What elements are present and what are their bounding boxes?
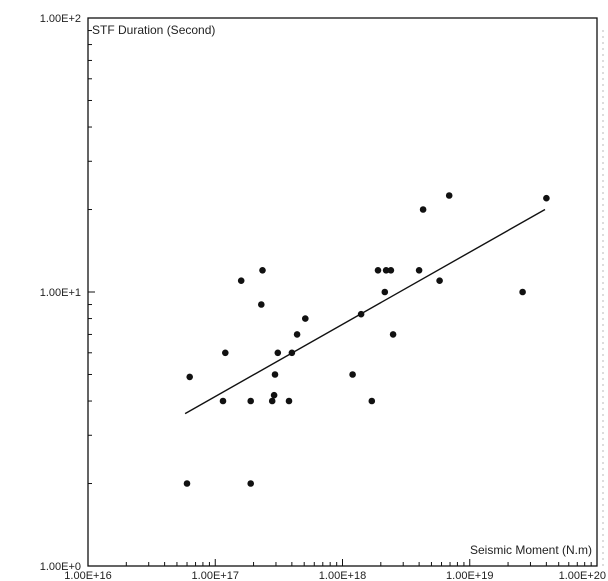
data-point <box>237 277 245 285</box>
y-tick-label: 1.00E+2 <box>40 13 81 25</box>
data-point <box>183 480 191 487</box>
data-point <box>219 397 227 405</box>
data-point <box>387 267 395 274</box>
data-point <box>445 192 453 199</box>
y-tick-label: 1.00E+1 <box>40 287 81 299</box>
x-axis-label: Seismic Moment (N.m) <box>470 543 592 557</box>
trend-line <box>184 208 546 415</box>
data-point <box>186 373 193 381</box>
data-point <box>247 397 254 405</box>
data-point <box>374 267 382 274</box>
data-point <box>389 331 397 338</box>
plot-frame <box>87 17 598 567</box>
x-tick-label: 1.00E+19 <box>446 570 493 581</box>
data-point <box>222 349 229 357</box>
data-point <box>302 315 309 322</box>
x-tick-label: 1.00E+18 <box>319 570 366 581</box>
data-point <box>293 331 301 338</box>
data-point <box>274 349 282 357</box>
data-point <box>419 206 427 213</box>
x-tick-label: 1.00E+17 <box>192 570 239 581</box>
data-point <box>247 480 254 487</box>
data-points <box>183 192 550 487</box>
y-tick-labels: 1.00E+0 1.00E+1 1.00E+2 <box>40 13 81 573</box>
y-axis-label: STF Duration (Second) <box>92 23 215 37</box>
x-tick-label: 1.00E+20 <box>559 570 606 581</box>
y-tick-label: 1.00E+0 <box>40 561 81 573</box>
data-point <box>436 277 443 285</box>
data-point <box>349 371 356 378</box>
data-point <box>285 397 293 405</box>
data-point <box>271 371 279 378</box>
data-point <box>368 397 376 405</box>
data-point <box>382 267 390 274</box>
data-point <box>357 310 365 318</box>
x-tick-labels: 1.00E+16 1.00E+17 1.00E+18 1.00E+19 1.00E+20 <box>64 570 606 581</box>
data-point <box>415 267 423 274</box>
data-point <box>543 194 550 202</box>
data-point <box>268 397 276 405</box>
data-point <box>519 288 526 296</box>
data-point <box>381 288 389 296</box>
data-point <box>259 267 266 274</box>
data-point <box>270 391 278 399</box>
data-point <box>258 301 265 308</box>
data-point <box>288 349 296 357</box>
x-tick-label: 1.00E+16 <box>64 570 111 581</box>
